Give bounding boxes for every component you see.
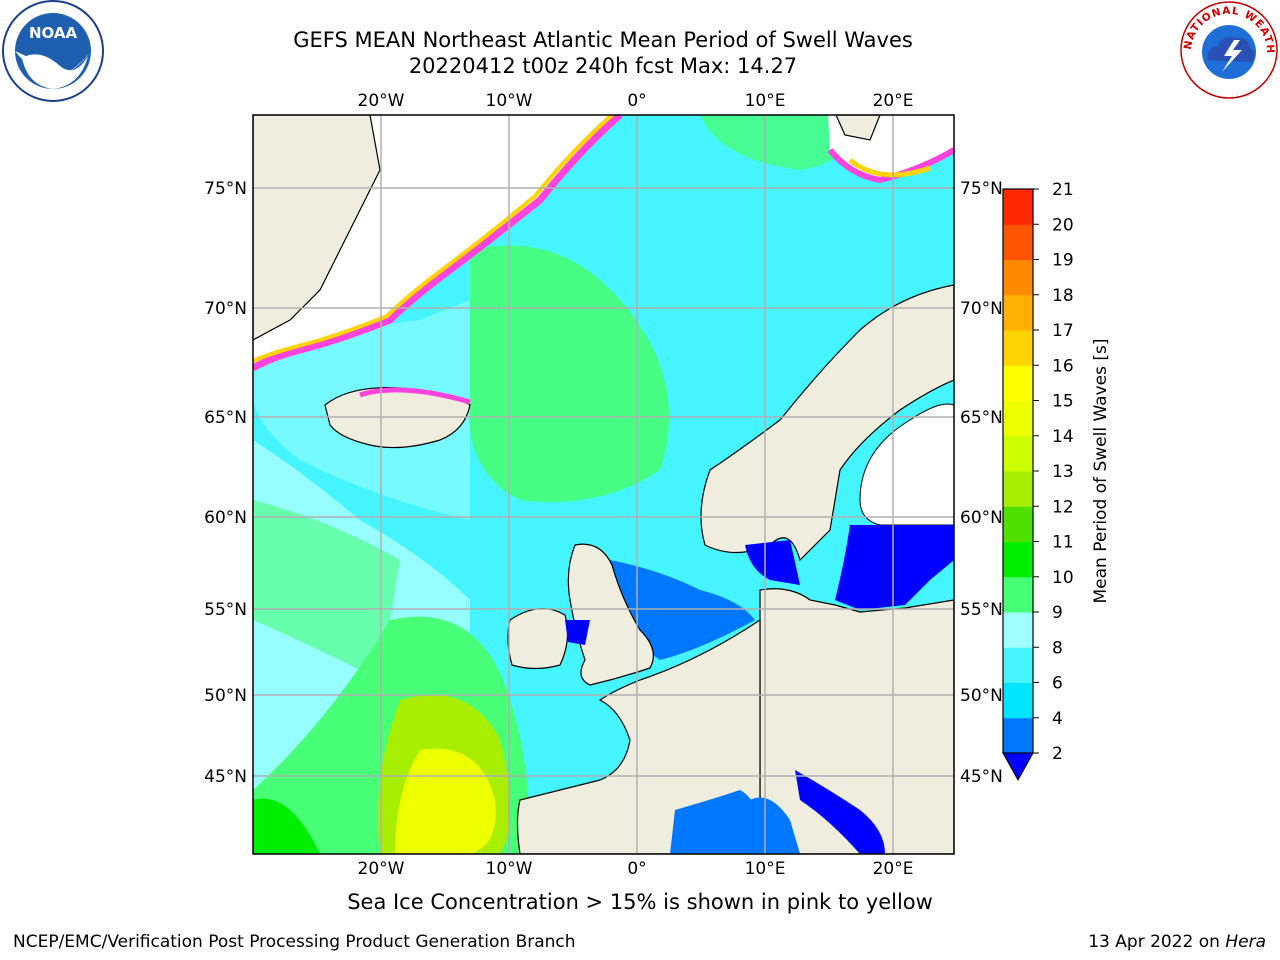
colorbar-tick-label: 6 xyxy=(1052,674,1063,694)
colorbar-segment xyxy=(1003,612,1033,648)
map-area xyxy=(253,115,954,854)
colorbar-tick-label: 21 xyxy=(1052,180,1074,200)
colorbar: 2 4 6 8 9 10 11 12 13 14 15 16 17 18 19 20 21 xyxy=(1002,180,1074,782)
colorbar-segment xyxy=(1003,647,1033,683)
lat-label: 50°N xyxy=(204,686,247,706)
lat-label: 50°N xyxy=(960,686,1003,706)
lon-labels-bottom: 20°W 10°W 0° 10°E 20°E xyxy=(358,859,914,879)
colorbar-extend-arrow xyxy=(1002,752,1034,782)
colorbar-tick-label: 13 xyxy=(1052,462,1074,482)
baltic-sea xyxy=(835,525,954,610)
lat-label: 60°N xyxy=(204,508,247,528)
mediterranean-sea xyxy=(670,790,770,854)
host-name: Hera xyxy=(1225,932,1266,952)
colorbar-segment xyxy=(1003,365,1033,401)
colorbar-tick-label: 12 xyxy=(1052,497,1074,517)
adriatic-sea xyxy=(795,770,885,854)
colorbar-segment xyxy=(1003,189,1033,225)
lon-label: 20°E xyxy=(873,859,914,879)
colorbar-tick-label: 17 xyxy=(1052,321,1074,341)
sea-ice-note: Sea Ice Concentration > 15% is shown in … xyxy=(347,890,933,914)
lon-label: 10°E xyxy=(745,859,786,879)
lat-label: 55°N xyxy=(204,600,247,620)
lat-label: 70°N xyxy=(204,299,247,319)
continental-europe-land xyxy=(516,618,761,854)
lon-label: 20°W xyxy=(358,91,405,111)
colorbar-segment xyxy=(1003,541,1033,578)
lon-label: 0° xyxy=(627,859,646,879)
lon-label: 10°E xyxy=(745,91,786,111)
colorbar-segment xyxy=(1003,471,1033,507)
credit-text: NCEP/EMC/Verification Post Processing Pr… xyxy=(13,932,576,952)
lat-label: 65°N xyxy=(204,408,247,428)
colorbar-tick-label: 14 xyxy=(1052,427,1074,447)
lat-labels-left: 75°N 70°N 65°N 60°N 55°N 50°N 45°N xyxy=(204,179,247,787)
noaa-logo-icon: NOAA xyxy=(2,0,104,102)
colorbar-tick-label: 20 xyxy=(1052,215,1074,235)
colorbar-segment xyxy=(1003,506,1033,542)
lat-label: 45°N xyxy=(960,767,1003,787)
colorbar-segment xyxy=(1003,400,1033,437)
lat-labels-right: 75°N 70°N 65°N 60°N 55°N 50°N 45°N xyxy=(960,179,1003,787)
colorbar-tick-label: 16 xyxy=(1052,356,1074,376)
colorbar-tick-label: 19 xyxy=(1052,251,1074,271)
swell-zone-green xyxy=(468,245,669,503)
title-line-1: GEFS MEAN Northeast Atlantic Mean Period… xyxy=(293,28,913,52)
lon-label: 0° xyxy=(627,91,646,111)
colorbar-tick-label: 9 xyxy=(1052,603,1063,623)
swell-max-zone xyxy=(395,748,496,854)
colorbar-label: Mean Period of Swell Waves [s] xyxy=(1091,339,1111,604)
lat-label: 60°N xyxy=(960,508,1003,528)
colorbar-tick-label: 18 xyxy=(1052,286,1074,306)
map-frame xyxy=(252,114,955,855)
ireland-land xyxy=(507,608,569,670)
colorbar-segment xyxy=(1003,294,1033,331)
lat-label: 70°N xyxy=(960,299,1003,319)
lat-label: 75°N xyxy=(960,179,1003,199)
nws-logo-icon: NATIONAL WEATHER SERVICE xyxy=(1178,0,1278,99)
greenland-land xyxy=(253,115,381,341)
lat-label: 75°N xyxy=(204,179,247,199)
lon-label: 10°W xyxy=(486,859,533,879)
noaa-logo-text: NOAA xyxy=(29,24,78,42)
north-sea xyxy=(610,560,755,660)
graticule xyxy=(253,115,954,854)
sea-ice-edge xyxy=(253,115,623,372)
colorbar-tick-label: 4 xyxy=(1052,709,1063,729)
lon-label: 20°E xyxy=(873,91,914,111)
colorbar-segment xyxy=(1003,576,1033,613)
date-text: 13 Apr 2022 on Hera xyxy=(1088,932,1266,952)
colorbar-tick-label: 10 xyxy=(1052,568,1074,588)
lon-label: 10°W xyxy=(486,91,533,111)
lat-label: 45°N xyxy=(204,767,247,787)
lon-labels-top: 20°W 10°W 0° 10°E 20°E xyxy=(358,91,914,111)
colorbar-segment xyxy=(1003,435,1033,472)
colorbar-tick-label: 2 xyxy=(1052,744,1063,764)
colorbar-segment xyxy=(1003,330,1033,366)
colorbar-segment xyxy=(1003,259,1033,296)
colorbar-tick-label: 11 xyxy=(1052,533,1074,553)
great-britain-land xyxy=(567,543,654,686)
lat-label: 65°N xyxy=(960,408,1003,428)
date-label: 13 Apr 2022 on xyxy=(1088,932,1226,952)
title-line-2: 20220412 t00z 240h fcst Max: 14.27 xyxy=(408,54,798,78)
lat-label: 55°N xyxy=(960,600,1003,620)
colorbar-tick-label: 8 xyxy=(1052,638,1063,658)
colorbar-segment xyxy=(1003,224,1033,260)
colorbar-tick-label: 15 xyxy=(1052,392,1074,412)
colorbar-segment xyxy=(1003,717,1033,754)
gulf-of-bothnia-ice xyxy=(859,403,954,526)
lon-label: 20°W xyxy=(358,859,405,879)
colorbar-segment xyxy=(1003,682,1033,719)
